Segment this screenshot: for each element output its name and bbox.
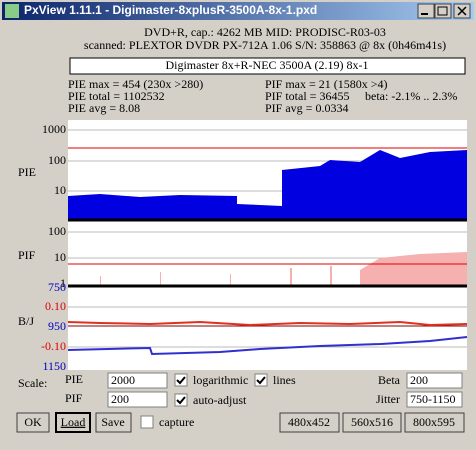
beta-trace [67, 320, 468, 327]
input[interactable] [107, 372, 168, 389]
tick-label: 1150 [42, 359, 66, 373]
title-bar [2, 2, 474, 20]
input[interactable] [107, 391, 168, 408]
label: Scale: [18, 376, 47, 390]
y-labels: 1000 100 10 100 10 1 750 0.10 950 -0.10 … [41, 122, 66, 373]
maximize[interactable] [434, 3, 452, 19]
pie-trace [68, 150, 467, 220]
tick-label: 750 [48, 280, 66, 294]
button-label: Save [101, 415, 124, 429]
tick-label: 100 [48, 153, 66, 167]
button-label: OK [24, 415, 42, 429]
input[interactable] [406, 391, 463, 408]
button[interactable] [95, 412, 132, 433]
label: capture [159, 415, 194, 429]
checkbox[interactable] [174, 393, 188, 407]
button-label: 560x516 [351, 415, 393, 429]
header-line: DVD+R, cap.: 4262 MB MID: PRODISC-R03-03 [144, 25, 386, 39]
buttons: OK Load Save capture 480x452 560x516 800… [16, 412, 465, 433]
label: PIF [65, 391, 83, 405]
stat: PIF max = 21 (1580x >4) [265, 77, 388, 91]
app-icon [5, 4, 19, 18]
checkbox[interactable] [254, 373, 268, 387]
input-value: 750-1150 [410, 392, 456, 406]
button[interactable] [404, 412, 465, 433]
button[interactable] [279, 412, 340, 433]
plot-area [67, 120, 468, 370]
tick-label: 10 [54, 250, 66, 264]
input[interactable] [406, 372, 463, 389]
plot-label: PIE [18, 165, 36, 179]
button-label: Load [61, 415, 86, 429]
label: lines [273, 373, 296, 387]
input-value: 200 [111, 392, 129, 406]
plot-label: B/J [18, 314, 34, 328]
tick-label: 10 [54, 183, 66, 197]
button[interactable] [55, 412, 91, 433]
tick-label: -0.10 [41, 339, 66, 353]
label: logarithmic [193, 373, 248, 387]
tick-label: 1000 [42, 122, 66, 136]
stat: PIF total = 36455 [265, 89, 349, 103]
checkbox[interactable] [140, 415, 154, 429]
stat: PIF avg = 0.0334 [265, 101, 348, 115]
tick-label: 1 [60, 276, 66, 290]
button-label: 800x595 [413, 415, 455, 429]
disc-label: Digimaster 8x+R-NEC 3500A (2.19) 8x-1 [165, 58, 368, 72]
label-box [69, 57, 466, 75]
label: Beta [378, 373, 401, 387]
jitter-trace [67, 336, 468, 356]
button-label: 480x452 [288, 415, 330, 429]
stat: PIE avg = 8.08 [68, 101, 140, 115]
stat: PIE max = 454 (230x >280) [68, 77, 203, 91]
header-line: scanned: PLEXTOR DVDR PX-712A 1.06 S/N: … [84, 38, 446, 52]
input-value: 2000 [111, 373, 135, 387]
tick-label: 0.10 [45, 299, 66, 313]
stat: beta: -2.1% .. 2.3% [365, 89, 457, 103]
checkbox[interactable] [174, 373, 188, 387]
pif-trace [100, 252, 467, 286]
button[interactable] [16, 412, 50, 433]
label: auto-adjust [193, 393, 247, 407]
tick-label: 100 [48, 224, 66, 238]
button[interactable] [342, 412, 402, 433]
label: PIE [65, 372, 83, 386]
plot-label: PIF [18, 248, 36, 262]
window-buttons[interactable] [417, 3, 471, 19]
window-title: PxView 1.11.1 - Digimaster-8xplusR-3500A… [24, 3, 317, 17]
tick-label: 950 [48, 319, 66, 333]
input-value: 200 [410, 373, 428, 387]
minimize[interactable] [417, 3, 435, 19]
label: Jitter [376, 392, 400, 406]
stat: PIE total = 1102532 [68, 89, 165, 103]
